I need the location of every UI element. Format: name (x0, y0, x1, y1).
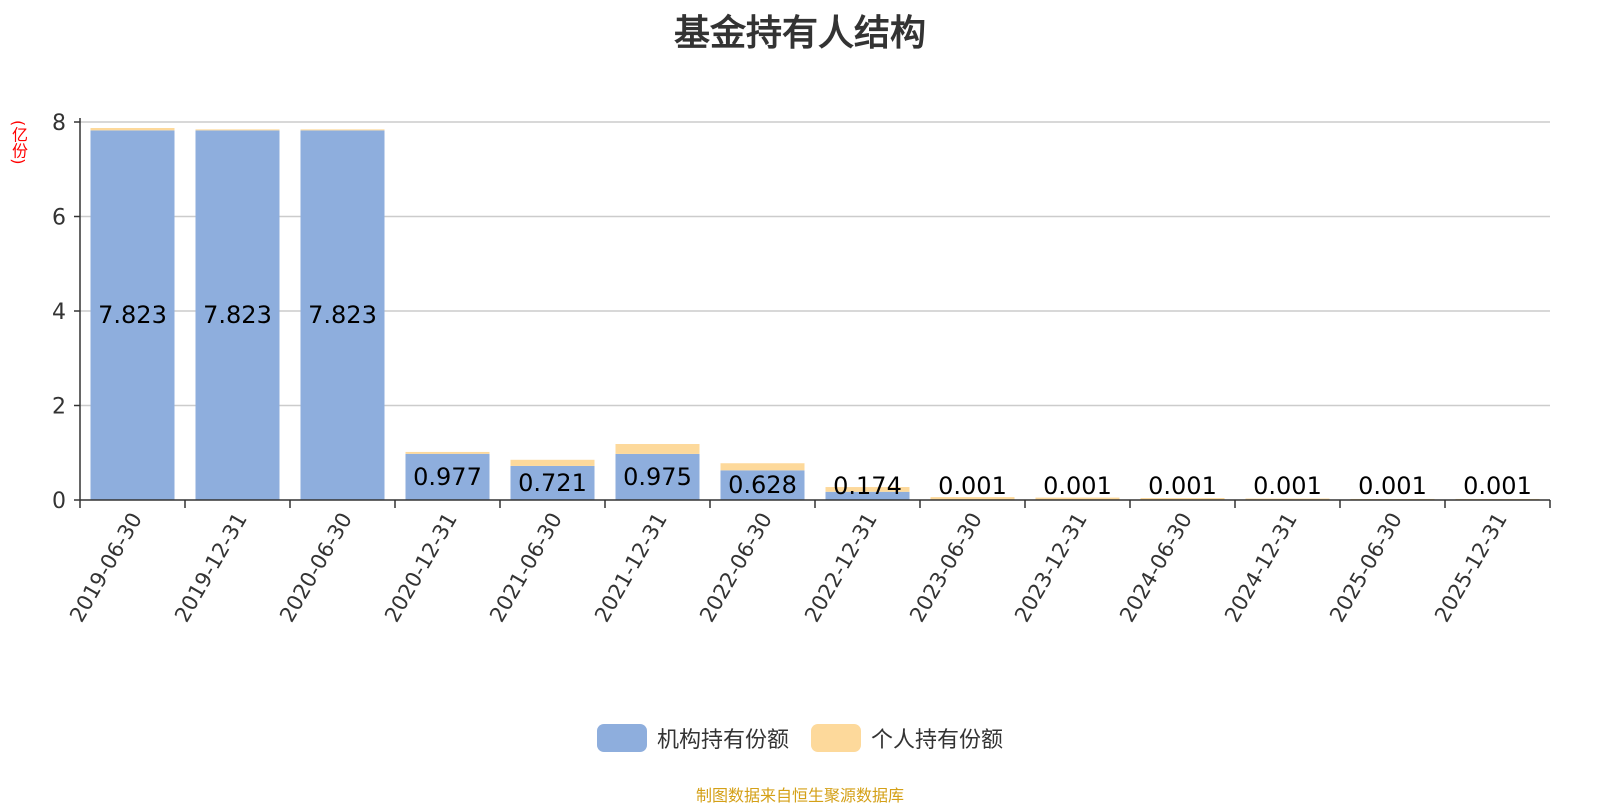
bar-institutional (195, 130, 280, 500)
x-tick-label: 2020-12-31 (380, 509, 462, 627)
x-tick-label: 2023-12-31 (1010, 509, 1092, 627)
x-tick-label: 2019-06-30 (65, 509, 147, 627)
bar-institutional (825, 491, 910, 500)
legend: 机构持有份额 个人持有份额 (0, 722, 1600, 754)
legend-item-individual[interactable]: 个人持有份额 (811, 722, 1003, 754)
data-label: 0.001 (1463, 472, 1532, 500)
legend-item-institutional[interactable]: 机构持有份额 (596, 722, 789, 754)
x-tick-label: 2025-12-31 (1430, 509, 1512, 627)
x-tick-label: 2019-12-31 (170, 509, 252, 627)
data-label: 0.001 (1358, 472, 1427, 500)
legend-swatch-individual (811, 724, 861, 752)
data-label: 0.001 (1253, 472, 1322, 500)
data-labels: 7.823 7.823 7.823 0.977 0.721 0.975 0.628 0.174… (98, 301, 1532, 500)
data-label: 7.823 (308, 301, 377, 329)
bar-individual (1035, 497, 1120, 500)
y-axis-unit: (亿份) (9, 120, 28, 165)
bar-institutional (405, 453, 490, 500)
data-label: 0.001 (938, 472, 1007, 500)
bar-individual (90, 128, 175, 131)
data-label: 0.001 (1043, 472, 1112, 500)
data-label: 0.975 (623, 463, 692, 491)
x-tick-label: 2024-12-31 (1220, 509, 1302, 627)
data-label: 0.001 (1148, 472, 1217, 500)
data-label: 7.823 (98, 301, 167, 329)
data-label: 0.628 (728, 471, 797, 499)
data-label: 7.823 (203, 301, 272, 329)
bar-individual (930, 497, 1015, 500)
y-tick-label: 4 (52, 300, 66, 325)
bar-institutional (720, 470, 805, 500)
bar-institutional (300, 130, 385, 500)
bar-individual (195, 129, 280, 131)
bar-individual (615, 444, 700, 454)
legend-label-individual: 个人持有份额 (871, 728, 1004, 753)
y-tick-label: 0 (52, 489, 66, 514)
legend-label-institutional: 机构持有份额 (656, 728, 789, 753)
x-tick-label: 2021-12-31 (590, 509, 672, 627)
bar-individual (1245, 498, 1330, 500)
y-tick-label: 8 (52, 111, 66, 136)
bar-individual (300, 129, 385, 131)
bar-institutional (510, 465, 595, 500)
data-label: 0.721 (518, 469, 587, 497)
y-tick-label: 6 (52, 206, 66, 231)
chart-title: 基金持有人结构 (673, 13, 926, 54)
y-tick-label: 2 (52, 395, 66, 420)
legend-swatch-institutional (596, 724, 647, 752)
data-label: 0.174 (833, 472, 902, 500)
data-label: 0.977 (413, 463, 482, 491)
x-tick-label: 2022-12-31 (800, 509, 882, 627)
bar-individual (1140, 498, 1225, 500)
x-tick-label: 2025-06-30 (1325, 509, 1407, 627)
x-tick-label: 2022-06-30 (695, 509, 777, 627)
bar-institutional (615, 453, 700, 500)
bar-individual (510, 459, 595, 466)
bar-individual (720, 463, 805, 471)
x-tick-label: 2024-06-30 (1115, 509, 1197, 627)
x-tick-label: 2020-06-30 (275, 509, 357, 627)
bar-institutional (90, 130, 175, 500)
bar-individual (825, 487, 910, 492)
source-note: 制图数据来自恒生聚源数据库 (695, 786, 904, 805)
bars (90, 128, 1540, 500)
x-tick-label: 2021-06-30 (485, 509, 567, 627)
bar-individual (405, 451, 490, 454)
x-tick-label: 2023-06-30 (905, 509, 987, 627)
